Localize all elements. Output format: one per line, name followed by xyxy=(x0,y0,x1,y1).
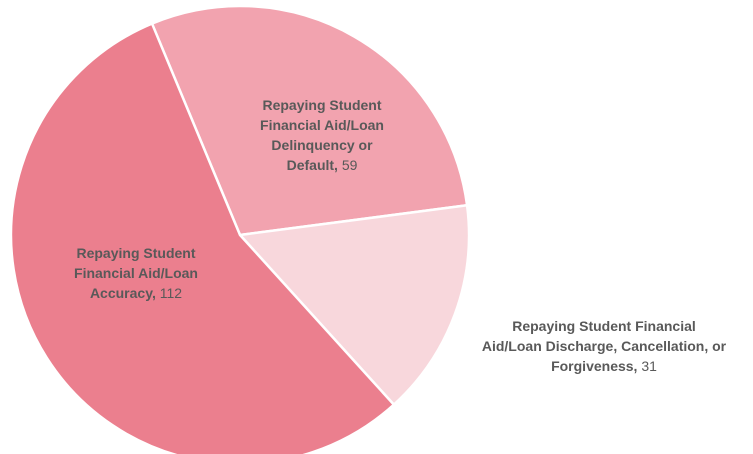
slice-label-category-line: Financial Aid/Loan xyxy=(74,265,198,281)
slice-label-1: Repaying Student Financial Aid/Loan Delinq… xyxy=(260,97,384,173)
pie-slice-3 xyxy=(9,22,396,454)
slice-label-category-line: Default, xyxy=(287,157,338,173)
slice-label-value: 31 xyxy=(637,358,657,374)
slice-label-value: 59 xyxy=(338,157,358,173)
slice-labels: Repaying Student Financial Aid/Loan Delinq… xyxy=(74,97,727,374)
slice-label-category-line: Repaying Student xyxy=(76,245,195,261)
pie-slices xyxy=(9,4,471,454)
slice-label-category-line: Repaying Student Financial xyxy=(512,318,696,334)
slice-label-category-line: Aid/Loan Discharge, Cancellation, or xyxy=(482,338,727,354)
slice-label-category-line: Delinquency or xyxy=(271,137,373,153)
pie-slice-2 xyxy=(238,204,471,406)
slice-label-2: Repaying Student Financial Aid/Loan Disch… xyxy=(482,318,727,374)
slice-label-category-line: Forgiveness, xyxy=(551,358,637,374)
slice-label-category-line: Repaying Student xyxy=(262,97,381,113)
slice-label-category-line: Accuracy, xyxy=(90,285,156,301)
slice-label-category-line: Financial Aid/Loan xyxy=(260,117,384,133)
slice-label-3: Repaying Student Financial Aid/Loan Accura… xyxy=(74,245,198,301)
slice-label-value: 112 xyxy=(156,285,182,301)
pie-slice-1 xyxy=(150,4,469,237)
